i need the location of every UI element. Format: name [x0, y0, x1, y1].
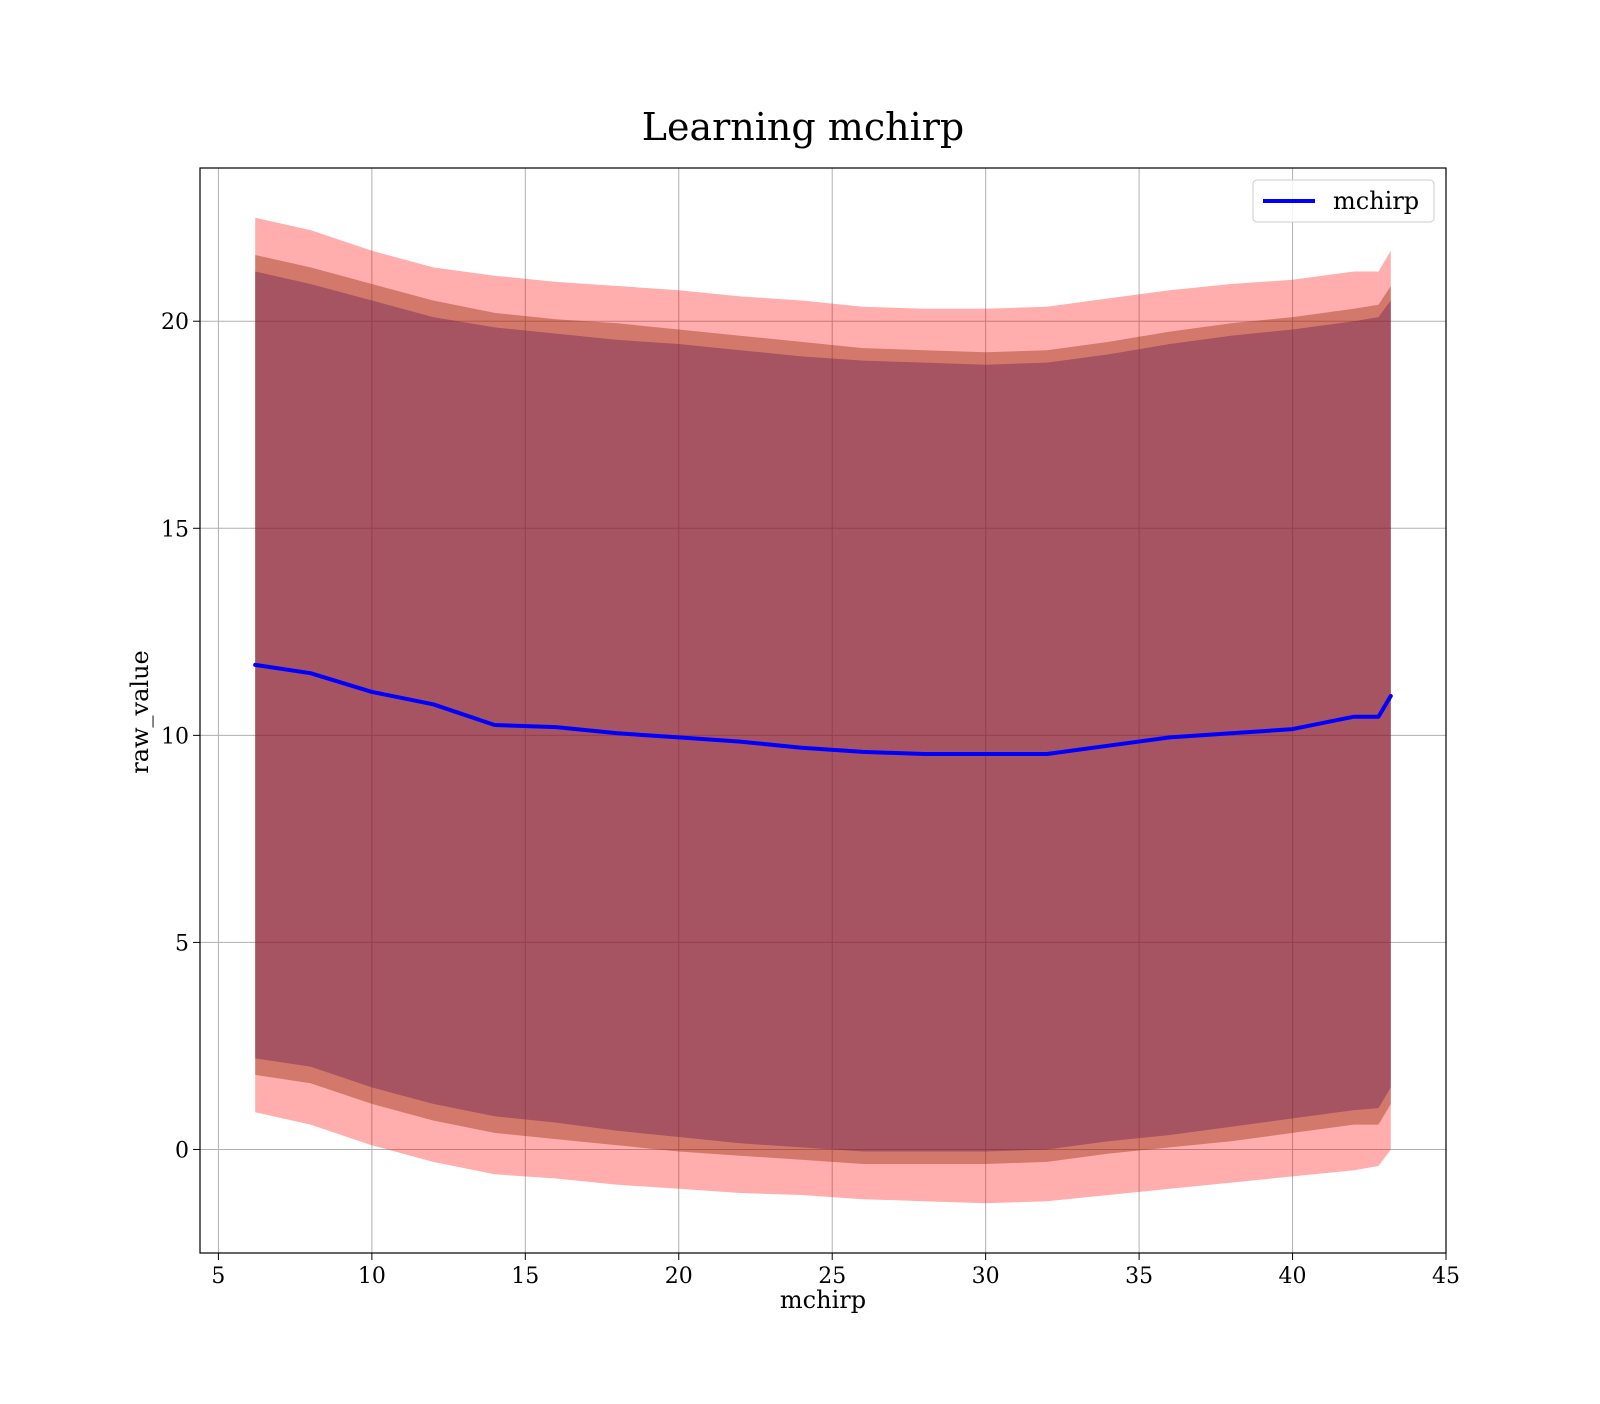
legend-label: mchirp [1333, 187, 1419, 215]
y-tick-label: 15 [161, 517, 189, 542]
x-tick-label: 45 [1432, 1264, 1460, 1289]
x-tick-label: 15 [511, 1264, 539, 1289]
legend: mchirp [1252, 179, 1435, 223]
legend-box [1252, 179, 1435, 223]
y-tick-label: 10 [161, 724, 189, 749]
x-tick-label: 10 [358, 1264, 386, 1289]
confidence-band-3 [255, 271, 1391, 1152]
x-tick-label: 20 [665, 1264, 693, 1289]
y-tick-label: 5 [175, 931, 189, 956]
x-axis-label: mchirp [780, 1286, 866, 1314]
confidence-bands [255, 217, 1391, 1204]
plot-frame [199, 167, 1447, 1254]
y-tick-label: 0 [175, 1138, 189, 1163]
series-lines [253, 662, 1393, 756]
x-tick-label: 30 [972, 1264, 1000, 1289]
chart-title: Learning mchirp [642, 105, 964, 149]
confidence-band-2 [255, 255, 1391, 1164]
confidence-band-1 [255, 217, 1391, 1204]
x-tick-label: 40 [1279, 1264, 1307, 1289]
y-axis-label: raw_value [126, 650, 154, 774]
ticks: 5 10 15 20 25 30 35 40 45 0 5 10 15 20 [161, 310, 1460, 1289]
x-tick-label: 25 [818, 1264, 846, 1289]
series-line-mchirp [253, 662, 1393, 756]
x-tick-label: 5 [211, 1264, 225, 1289]
x-tick-label: 35 [1125, 1264, 1153, 1289]
grid [200, 168, 1447, 1253]
y-tick-label: 20 [161, 310, 189, 335]
